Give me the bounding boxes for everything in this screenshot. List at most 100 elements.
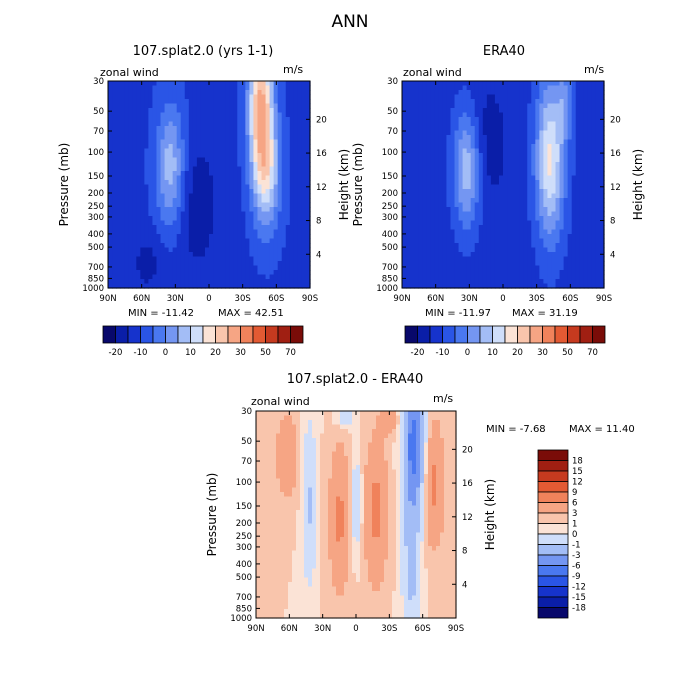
- heatmap-cell: [289, 256, 295, 262]
- heatmap-cell: [402, 238, 407, 244]
- heatmap-cell: [180, 274, 186, 280]
- heatmap-cell: [148, 144, 154, 150]
- heatmap-cell: [446, 229, 452, 235]
- heatmap-cell: [128, 126, 133, 132]
- heatmap-cell: [470, 171, 476, 177]
- heatmap-cell: [293, 216, 299, 222]
- heatmap-cell: [200, 225, 206, 231]
- heatmap-cell: [213, 135, 218, 141]
- heatmap-cell: [438, 162, 443, 168]
- heatmap-cell: [144, 157, 149, 163]
- heatmap-cell: [482, 274, 488, 280]
- heatmap-cell: [184, 225, 190, 231]
- colorbar-tick-label: 70: [587, 348, 598, 358]
- heatmap-cell: [599, 94, 605, 100]
- heatmap-cell: [196, 144, 202, 150]
- heatmap-cell: [172, 180, 178, 186]
- heatmap-cell: [430, 94, 435, 100]
- heatmap-cell: [148, 238, 154, 244]
- heatmap-cell: [180, 270, 186, 276]
- heatmap-cell: [285, 135, 291, 141]
- heatmap-cell: [124, 207, 129, 213]
- heatmap-cell: [575, 247, 581, 253]
- heatmap-cell: [148, 103, 154, 109]
- heatmap-cell: [595, 184, 601, 190]
- heatmap-cell: [535, 198, 540, 204]
- heatmap-cell: [559, 247, 565, 253]
- heatmap-cell: [575, 81, 581, 87]
- heatmap-cell: [144, 189, 149, 195]
- heatmap-cell: [523, 94, 528, 100]
- heatmap-cell: [156, 126, 162, 132]
- heatmap-cell: [196, 229, 202, 235]
- heatmap-cell: [595, 135, 601, 141]
- heatmap-cell: [438, 144, 443, 150]
- y-tick-label: 200: [88, 189, 104, 199]
- heatmap-cell: [249, 238, 255, 244]
- heatmap-cell: [498, 99, 504, 105]
- heatmap-cell: [152, 175, 158, 181]
- heatmap-cell: [446, 153, 452, 159]
- heatmap-cell: [531, 261, 536, 267]
- heatmap-cell: [116, 225, 121, 231]
- heatmap-cell: [482, 157, 488, 163]
- heatmap-cell: [503, 103, 508, 109]
- heatmap-cell: [543, 202, 549, 208]
- heatmap-cell: [587, 94, 593, 100]
- heatmap-cell: [160, 243, 166, 249]
- heatmap-cell: [293, 171, 299, 177]
- heatmap-cell: [200, 238, 206, 244]
- heatmap-cell: [539, 265, 544, 271]
- heatmap-cell: [422, 189, 427, 195]
- heatmap-cell: [551, 247, 557, 253]
- heatmap-cell: [257, 117, 263, 123]
- heatmap-cell: [434, 243, 439, 249]
- heatmap-cell: [555, 135, 561, 141]
- heatmap-cell: [490, 252, 496, 258]
- heatmap-cell: [265, 148, 271, 154]
- heatmap-cell: [450, 112, 456, 118]
- heatmap-cell: [466, 180, 472, 186]
- heatmap-cell: [507, 90, 512, 96]
- heatmap-cell: [168, 99, 174, 105]
- heatmap-cell: [120, 202, 125, 208]
- heatmap-cell: [120, 243, 125, 249]
- heatmap-cell: [527, 234, 532, 240]
- heatmap-cell: [273, 220, 279, 226]
- heatmap-cell: [237, 225, 242, 231]
- heatmap-cell: [434, 171, 439, 177]
- heatmap-cell: [269, 261, 275, 267]
- heatmap-cell: [261, 198, 267, 204]
- heatmap-cell: [233, 274, 238, 280]
- heatmap-cell: [213, 193, 218, 199]
- heatmap-cell: [446, 85, 452, 91]
- heatmap-cell: [474, 279, 480, 285]
- heatmap-cell: [192, 283, 198, 289]
- heatmap-cell: [503, 202, 508, 208]
- heatmap-cell: [563, 270, 569, 276]
- heatmap-cell: [301, 130, 307, 136]
- heatmap-cell: [567, 202, 573, 208]
- heatmap-cell: [559, 130, 565, 136]
- heatmap-cell: [273, 130, 279, 136]
- heatmap-cell: [140, 166, 145, 172]
- heatmap-cell: [348, 411, 353, 417]
- heatmap-cell: [184, 270, 190, 276]
- heatmap-cell: [547, 279, 553, 285]
- heatmap-cell: [376, 424, 381, 430]
- heatmap-cell: [438, 189, 443, 195]
- heatmap-cell: [567, 162, 573, 168]
- heatmap-cell: [478, 184, 484, 190]
- heatmap-cell: [466, 144, 472, 150]
- heatmap-cell: [256, 415, 261, 421]
- heatmap-cell: [237, 166, 242, 172]
- heatmap-cell: [172, 265, 178, 271]
- heatmap-cell: [116, 121, 121, 127]
- y-tick-label: 1000: [376, 284, 398, 294]
- heatmap-cell: [466, 279, 472, 285]
- heatmap-cell: [438, 229, 443, 235]
- heatmap-cell: [563, 157, 569, 163]
- heatmap-cell: [156, 261, 162, 267]
- panel-model-min: MIN = -11.42: [128, 308, 194, 319]
- heatmap-cell: [217, 198, 222, 204]
